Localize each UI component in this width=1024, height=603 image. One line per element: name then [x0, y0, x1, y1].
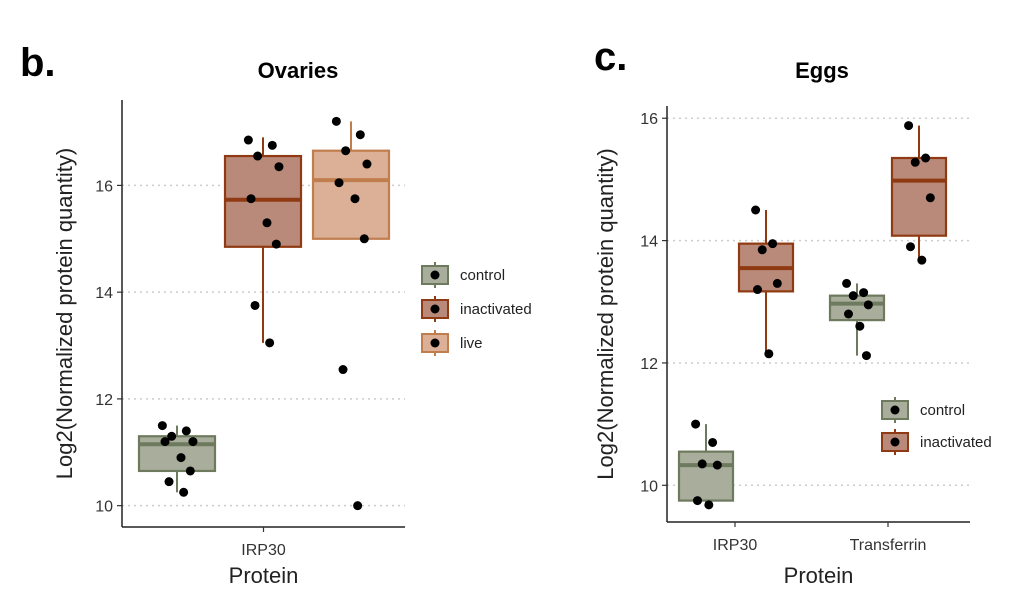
legend-label-live: live — [460, 335, 483, 352]
data-point — [757, 245, 767, 255]
legend: control inactivated — [881, 397, 992, 455]
eggs-chart: Eggs 10 12 14 16 IRP30 Transferrin Protein Log2(… — [593, 58, 992, 588]
data-point — [848, 291, 858, 301]
data-point — [772, 278, 782, 288]
x-axis-title: Protein — [229, 563, 299, 588]
data-point — [863, 300, 873, 310]
box-live — [311, 149, 391, 240]
x-tick-label: IRP30 — [241, 542, 286, 559]
y-tick-label: 16 — [95, 178, 113, 195]
y-tick-label: 14 — [95, 285, 113, 302]
data-point — [925, 193, 935, 203]
data-point — [331, 116, 341, 126]
chart-title: Ovaries — [258, 58, 339, 83]
x-tick-label: Transferrin — [850, 537, 927, 554]
data-point — [691, 419, 701, 429]
box-control — [828, 294, 886, 322]
legend-key-point — [430, 338, 440, 348]
data-point — [160, 437, 170, 447]
box-inactivated — [890, 156, 948, 237]
data-point — [262, 218, 272, 228]
y-tick-label: 12 — [95, 392, 113, 409]
data-point — [904, 121, 914, 131]
panel-letter-c: c. — [594, 35, 627, 79]
data-point — [341, 146, 351, 156]
y-axis-title: Log2(Normalized protein quantity) — [593, 148, 618, 479]
y-tick-label: 10 — [95, 499, 113, 516]
data-point — [768, 239, 778, 249]
data-point — [246, 194, 256, 204]
ovaries-chart: Ovaries 10 12 14 16 IRP30 Protein Log2(Normaliz… — [52, 58, 532, 588]
data-point — [157, 421, 167, 431]
data-point — [917, 255, 927, 265]
x-axis-title: Protein — [784, 563, 854, 588]
data-point — [842, 278, 852, 288]
data-point — [921, 153, 931, 163]
data-point — [179, 487, 189, 497]
data-point — [164, 477, 174, 487]
data-point — [188, 437, 198, 447]
legend-label-inactivated: inactivated — [920, 434, 992, 451]
data-point — [708, 437, 718, 447]
data-point — [274, 162, 284, 172]
legend-key-point — [890, 437, 900, 447]
data-point — [362, 159, 372, 169]
y-tick-label: 10 — [640, 478, 658, 495]
legend-label-inactivated: inactivated — [460, 301, 532, 318]
data-point — [267, 140, 277, 150]
data-point — [253, 151, 263, 161]
data-point — [350, 194, 360, 204]
data-point — [185, 466, 195, 476]
data-point — [855, 321, 865, 331]
data-point — [167, 431, 177, 441]
x-tick-label: IRP30 — [713, 537, 758, 554]
legend-key-point — [430, 304, 440, 314]
data-point — [861, 351, 871, 361]
data-point — [843, 309, 853, 319]
y-tick-label: 14 — [640, 234, 658, 251]
data-point — [243, 135, 253, 145]
data-point — [692, 496, 702, 506]
data-point — [697, 459, 707, 469]
data-point — [181, 426, 191, 436]
data-point — [265, 338, 275, 348]
data-point — [359, 234, 369, 244]
legend-label-control: control — [460, 267, 505, 284]
legend-key-point — [890, 405, 900, 415]
panel-letter-b: b. — [20, 41, 56, 85]
data-point — [751, 205, 761, 215]
data-point — [338, 365, 348, 375]
data-point — [355, 130, 365, 140]
chart-title: Eggs — [795, 58, 849, 83]
data-point — [712, 460, 722, 470]
data-point — [334, 178, 344, 188]
data-point — [176, 453, 186, 463]
legend-key-point — [430, 270, 440, 280]
data-point — [704, 500, 714, 510]
y-tick-label: 12 — [640, 356, 658, 373]
data-point — [859, 288, 869, 298]
box-control — [677, 450, 735, 502]
y-axis-title: Log2(Normalized protein quantity) — [52, 148, 77, 479]
data-point — [905, 242, 915, 252]
legend-label-control: control — [920, 402, 965, 419]
legend: control inactivated live — [421, 262, 532, 356]
data-point — [250, 300, 260, 310]
data-point — [764, 349, 774, 359]
box-control — [137, 435, 217, 473]
data-point — [910, 157, 920, 167]
y-tick-label: 16 — [640, 111, 658, 128]
data-point — [752, 285, 762, 295]
data-point — [353, 501, 363, 511]
data-point — [271, 239, 281, 249]
